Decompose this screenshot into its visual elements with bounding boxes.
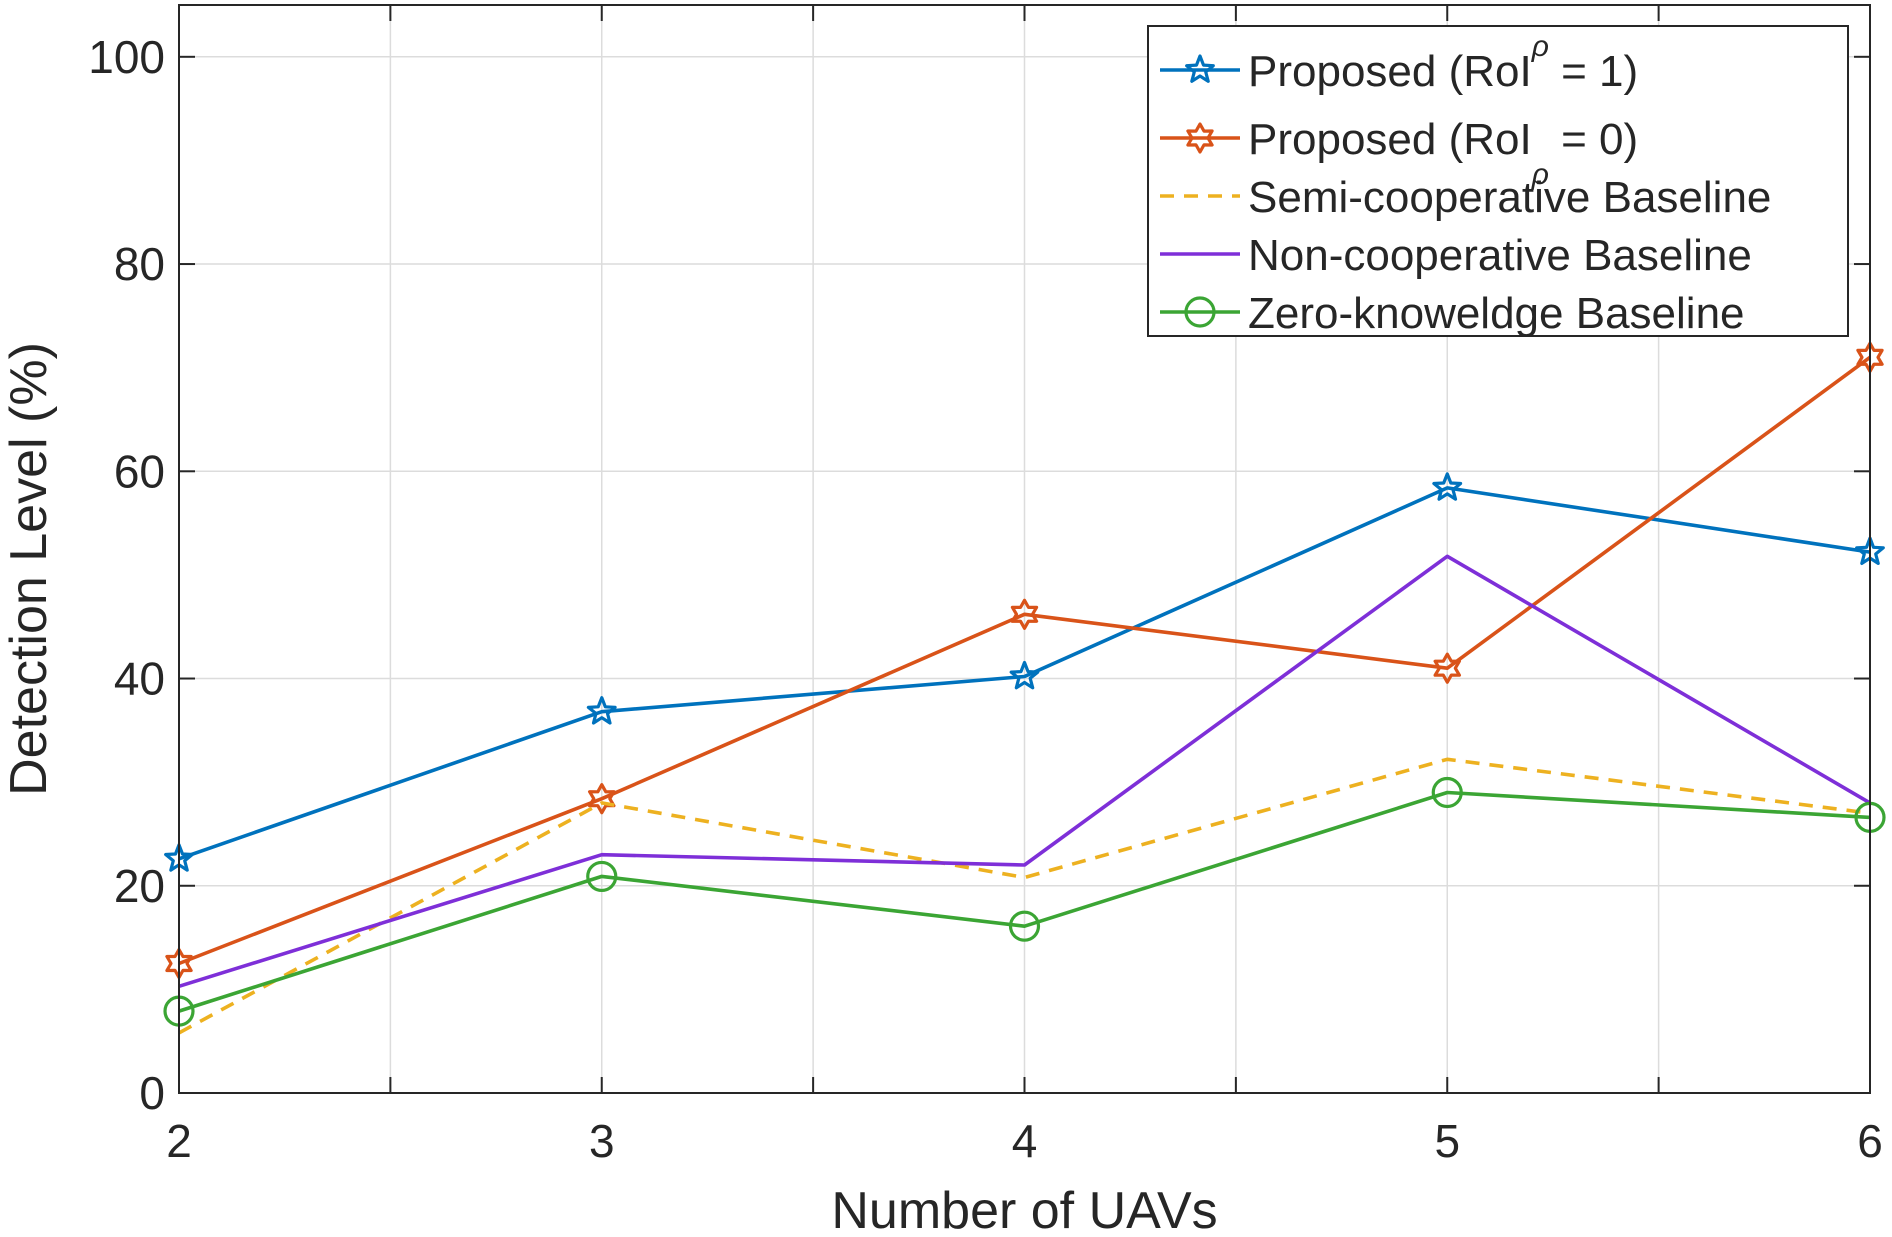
legend-label: Semi-cooperative Baseline bbox=[1248, 173, 1771, 222]
x-tick-label: 3 bbox=[589, 1115, 615, 1167]
legend-swatch-marker bbox=[1184, 296, 1216, 328]
data-point bbox=[1008, 910, 1041, 942]
series-line bbox=[178, 554, 1871, 989]
data-point bbox=[1009, 660, 1040, 690]
legend: Proposed (RoIρ = 1)Proposed (RoIρ = 0)Se… bbox=[1147, 25, 1849, 338]
legend-label-text: Proposed (RoI bbox=[1248, 115, 1532, 164]
data-point bbox=[1431, 776, 1463, 809]
series-layer bbox=[163, 341, 1886, 1035]
series-3 bbox=[178, 757, 1871, 1035]
legend-label: Zero-knoweldge Baseline bbox=[1248, 289, 1745, 338]
series-line bbox=[178, 486, 1871, 861]
series-line bbox=[178, 757, 1871, 1035]
y-tick-label: 20 bbox=[114, 860, 165, 912]
legend-box bbox=[1147, 25, 1849, 337]
series-1 bbox=[164, 472, 1885, 872]
y-tick-label: 60 bbox=[114, 445, 165, 497]
legend-label: Non-cooperative Baseline bbox=[1248, 231, 1752, 280]
y-tick-label: 100 bbox=[88, 31, 165, 83]
legend-label-text: Proposed (RoI bbox=[1248, 47, 1532, 96]
series-line bbox=[178, 790, 1871, 1013]
legend-label: Proposed (RoIρ = 0) bbox=[1248, 115, 1638, 191]
series-4 bbox=[178, 554, 1871, 989]
legend-label-text: Zero-knoweldge Baseline bbox=[1248, 289, 1745, 338]
x-tick-label: 5 bbox=[1434, 1115, 1460, 1167]
x-tick-label: 2 bbox=[166, 1115, 192, 1167]
legend-item: Proposed (RoIρ = 0) bbox=[1160, 115, 1638, 191]
y-axis-title: Detection Level (%) bbox=[0, 342, 58, 796]
data-point bbox=[586, 696, 617, 725]
data-point bbox=[1010, 598, 1039, 630]
legend-item: Semi-cooperative Baseline bbox=[1160, 173, 1771, 222]
legend-label-text: Semi-cooperative Baseline bbox=[1248, 173, 1771, 222]
y-tick-label: 40 bbox=[114, 653, 165, 705]
legend-swatch-marker bbox=[1185, 54, 1215, 83]
legend-label-tail: = 1) bbox=[1549, 47, 1638, 96]
y-tick-label: 80 bbox=[114, 238, 165, 290]
data-point bbox=[1433, 652, 1462, 684]
x-tick-label: 6 bbox=[1857, 1115, 1883, 1167]
x-axis-title: Number of UAVs bbox=[831, 1182, 1217, 1237]
data-point bbox=[586, 860, 618, 893]
data-point bbox=[1432, 472, 1463, 501]
x-tick-label: 4 bbox=[1012, 1115, 1038, 1167]
legend-swatch-marker bbox=[1186, 122, 1214, 154]
data-point bbox=[587, 783, 616, 815]
legend-label-subscript: ρ bbox=[1531, 30, 1549, 63]
legend-item: Non-cooperative Baseline bbox=[1160, 231, 1752, 280]
legend-label-text: Non-cooperative Baseline bbox=[1248, 231, 1752, 280]
legend-label-tail: = 0) bbox=[1549, 115, 1638, 164]
series-line bbox=[178, 355, 1872, 966]
y-tick-label: 0 bbox=[139, 1067, 165, 1119]
legend-label: Proposed (RoIρ = 1) bbox=[1248, 30, 1638, 96]
legend-label-subscript: ρ bbox=[1531, 158, 1549, 191]
legend-item: Zero-knoweldge Baseline bbox=[1160, 289, 1745, 338]
legend-item: Proposed (RoIρ = 1) bbox=[1160, 30, 1638, 96]
